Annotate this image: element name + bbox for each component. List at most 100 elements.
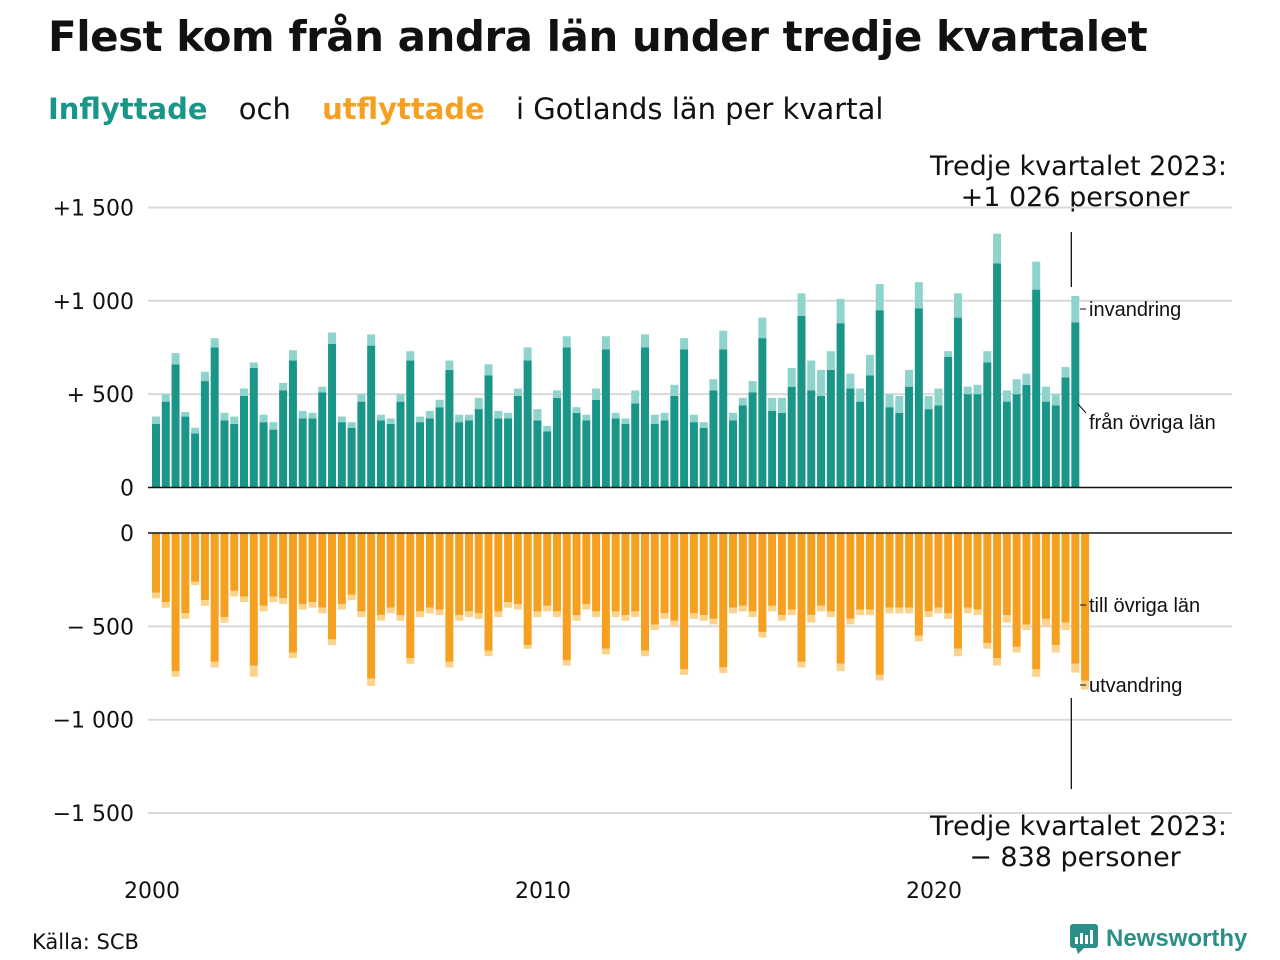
bar-invandring [582, 414, 591, 421]
bar-fran-ovriga-lan [993, 263, 1002, 488]
bar-fran-ovriga-lan [699, 427, 708, 488]
bar-invandring [846, 373, 855, 389]
newsworthy-logo-icon [1070, 924, 1098, 954]
y-tick-label-bottom: − 500 [67, 615, 134, 640]
bar-invandring [680, 338, 689, 350]
bar-fran-ovriga-lan [464, 420, 473, 488]
bar-fran-ovriga-lan [504, 418, 513, 488]
subtitle-utflyttade: utflyttade [322, 92, 485, 126]
bar-utvandring [924, 611, 933, 618]
bar-fran-ovriga-lan [386, 424, 395, 488]
bar-utvandring [347, 594, 356, 601]
bar-fran-ovriga-lan [337, 422, 346, 488]
bar-utvandring [836, 663, 845, 672]
bar-invandring [249, 362, 258, 369]
bar-till-ovriga-lan [543, 533, 552, 606]
bar-utvandring [1041, 618, 1050, 627]
bar-invandring [357, 394, 366, 402]
bar-utvandring [240, 596, 249, 603]
bar-fran-ovriga-lan [592, 399, 601, 488]
bar-invandring [944, 351, 953, 357]
bar-till-ovriga-lan [161, 533, 170, 603]
bar-fran-ovriga-lan [601, 349, 610, 488]
x-tick-label: 2010 [515, 879, 571, 904]
label-tick-fran-ovriga [1077, 403, 1087, 414]
bar-utvandring [1051, 645, 1060, 653]
bar-till-ovriga-lan [865, 533, 874, 610]
bar-invandring [523, 347, 532, 361]
bar-utvandring [1022, 624, 1031, 631]
bar-invandring [934, 388, 943, 406]
bar-utvandring [181, 613, 190, 619]
bar-utvandring [220, 617, 229, 623]
bar-fran-ovriga-lan [846, 388, 855, 488]
bar-utvandring [376, 615, 385, 621]
bar-till-ovriga-lan [729, 533, 738, 608]
bar-fran-ovriga-lan [709, 390, 718, 488]
bar-fran-ovriga-lan [826, 369, 835, 488]
bar-utvandring [934, 607, 943, 614]
bar-utvandring [670, 620, 679, 627]
bar-invandring [768, 397, 777, 411]
bar-invandring [328, 332, 337, 344]
chart-title: Flest kom från andra län under tredje kv… [48, 12, 1148, 61]
bar-invandring [367, 334, 376, 346]
bar-fran-ovriga-lan [641, 347, 649, 488]
bar-till-ovriga-lan [269, 533, 278, 597]
bar-till-ovriga-lan [259, 533, 268, 606]
bar-till-ovriga-lan [650, 533, 659, 625]
bar-till-ovriga-lan [1002, 533, 1011, 616]
bar-invandring [914, 282, 923, 309]
bar-till-ovriga-lan [171, 533, 180, 672]
bar-fran-ovriga-lan [1051, 405, 1060, 488]
bar-invandring [709, 379, 718, 391]
bar-fran-ovriga-lan [807, 390, 816, 488]
bar-fran-ovriga-lan [621, 424, 630, 488]
bar-till-ovriga-lan [494, 533, 503, 612]
bar-till-ovriga-lan [758, 533, 767, 632]
bar-utvandring [1012, 646, 1021, 653]
bar-invandring [826, 351, 835, 370]
bar-utvandring [973, 609, 982, 616]
bar-till-ovriga-lan [152, 533, 160, 593]
bar-utvandring [367, 678, 376, 687]
bar-fran-ovriga-lan [230, 424, 239, 488]
bar-invandring [601, 336, 610, 350]
bar-utvandring [709, 618, 718, 625]
bar-till-ovriga-lan [464, 533, 473, 612]
bar-utvandring [210, 661, 219, 668]
bar-utvandring [1032, 669, 1041, 677]
bar-utvandring [787, 609, 796, 616]
bar-utvandring [543, 605, 552, 612]
bar-till-ovriga-lan [621, 533, 630, 616]
bar-till-ovriga-lan [288, 533, 297, 653]
bar-fran-ovriga-lan [582, 420, 591, 488]
bar-utvandring [592, 611, 601, 618]
bar-fran-ovriga-lan [660, 420, 669, 488]
bar-utvandring [807, 615, 816, 623]
bar-till-ovriga-lan [836, 533, 845, 664]
bar-utvandring [817, 605, 826, 612]
bar-fran-ovriga-lan [328, 343, 337, 488]
bar-utvandring [768, 605, 777, 612]
bar-invandring [729, 412, 738, 421]
bar-fran-ovriga-lan [973, 394, 982, 488]
bar-utvandring [953, 648, 962, 657]
bar-invandring [1071, 295, 1080, 323]
bar-invandring [983, 351, 992, 363]
bar-fran-ovriga-lan [279, 390, 288, 488]
bar-till-ovriga-lan [641, 533, 649, 651]
bar-utvandring [983, 643, 992, 649]
bar-till-ovriga-lan [787, 533, 796, 610]
bar-utvandring [729, 607, 738, 614]
bar-fran-ovriga-lan [758, 338, 767, 488]
bar-till-ovriga-lan [562, 533, 571, 660]
bar-till-ovriga-lan [709, 533, 718, 619]
bar-fran-ovriga-lan [689, 422, 698, 488]
bar-till-ovriga-lan [552, 533, 561, 612]
bar-fran-ovriga-lan [650, 424, 659, 488]
bar-fran-ovriga-lan [963, 394, 972, 488]
bar-fran-ovriga-lan [953, 317, 962, 488]
bar-till-ovriga-lan [249, 533, 258, 666]
bar-till-ovriga-lan [905, 533, 914, 608]
